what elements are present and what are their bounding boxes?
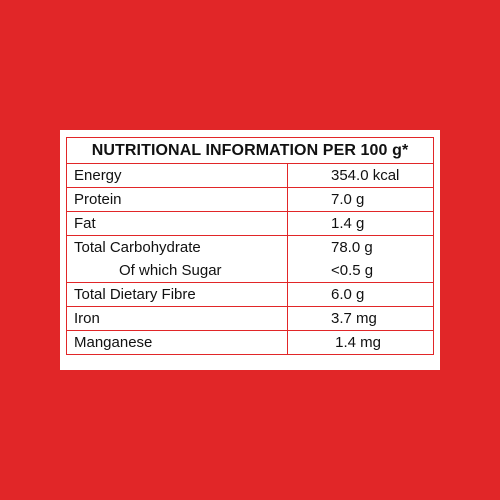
table-row: Protein 7.0 g: [66, 187, 434, 212]
row-value-iron: 3.7 mg: [287, 306, 434, 331]
table-row: Total Dietary Fibre 6.0 g: [66, 282, 434, 307]
row-value-energy: 354.0 kcal: [287, 163, 434, 188]
row-name-manganese: Manganese: [66, 330, 288, 355]
table-row: Iron 3.7 mg: [66, 306, 434, 331]
row-value-carbohydrate: 78.0 g <0.5 g: [287, 235, 434, 283]
sugar-value: <0.5 g: [331, 262, 374, 279]
row-name-iron: Iron: [66, 306, 288, 331]
row-value-fat: 1.4 g: [287, 211, 434, 236]
row-name-fibre: Total Dietary Fibre: [66, 282, 288, 307]
row-value-fibre: 6.0 g: [287, 282, 434, 307]
carbohydrate-label: Total Carbohydrate: [74, 239, 201, 256]
row-name-fat: Fat: [66, 211, 288, 236]
nutrition-table: Energy 354.0 kcal Protein 7.0 g Fat 1.4 …: [66, 163, 434, 355]
row-value-protein: 7.0 g: [287, 187, 434, 212]
sugar-label: Of which Sugar: [119, 262, 222, 279]
row-name-carbohydrate: Total Carbohydrate Of which Sugar: [66, 235, 288, 283]
carbohydrate-value: 78.0 g: [331, 239, 373, 256]
row-value-manganese: 1.4 mg: [287, 330, 434, 355]
table-row: Fat 1.4 g: [66, 211, 434, 236]
table-row: Manganese 1.4 mg: [66, 330, 434, 355]
nutrition-title: NUTRITIONAL INFORMATION PER 100 g*: [66, 137, 434, 163]
row-name-protein: Protein: [66, 187, 288, 212]
table-row: Total Carbohydrate Of which Sugar 78.0 g…: [66, 235, 434, 283]
row-name-energy: Energy: [66, 163, 288, 188]
table-row: Energy 354.0 kcal: [66, 163, 434, 188]
